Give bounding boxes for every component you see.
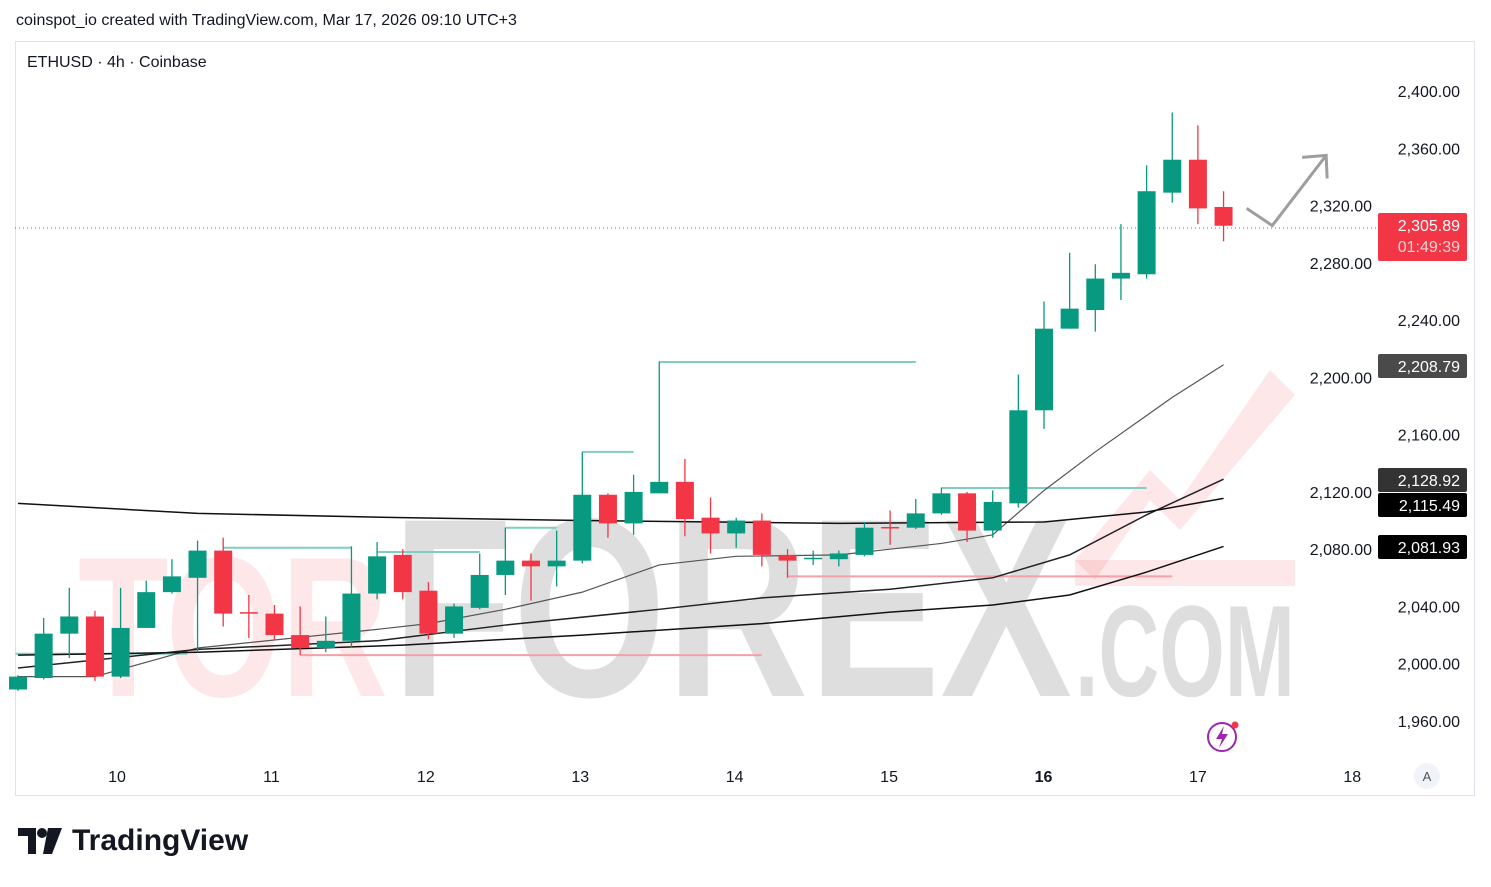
price-axis-label: 2,160.00 [1398,428,1460,445]
candle-bearish[interactable] [701,517,720,534]
candle-bullish[interactable] [316,640,335,648]
lightning-icon[interactable] [1202,720,1242,759]
last-price-badge: 01:49:39 [1398,239,1460,256]
time-axis-label: 18 [1343,769,1361,786]
candle-bearish[interactable] [393,554,412,593]
candle-bullish[interactable] [60,616,79,634]
ma-value-badge-bg [1378,354,1467,378]
candle-bearish[interactable] [778,554,797,561]
candle-bearish[interactable] [1214,206,1233,226]
auto-scale-button[interactable]: A [1414,763,1440,789]
time-axis-label: 12 [417,769,435,786]
candle-bullish[interactable] [650,481,669,494]
candle-bearish[interactable] [214,550,233,614]
time-axis-label: 15 [880,769,898,786]
chart-frame [15,41,1475,796]
candle-bullish[interactable] [188,550,207,578]
candle-bullish[interactable] [34,633,53,679]
candle-bullish[interactable] [111,627,130,677]
time-axis-label: 13 [571,769,589,786]
candle-bullish[interactable] [983,501,1002,531]
candle-bullish[interactable] [496,560,515,575]
arrow-head-icon [1302,153,1329,179]
candle-bearish[interactable] [522,560,540,567]
ma-value-badge: 2,208.79 [1398,359,1460,376]
svg-text:TOR: TOR [78,516,388,739]
last-price-badge-bg [1378,213,1467,261]
candle-bullish[interactable] [1137,191,1156,275]
candle-bullish[interactable] [9,676,27,690]
tradingview-logo[interactable]: TradingView [18,824,248,858]
price-axis-label: 2,120.00 [1310,485,1372,502]
candle-bullish[interactable] [932,493,951,514]
candle-bearish[interactable] [291,635,310,648]
price-axis-label: 2,200.00 [1310,370,1372,387]
ma-value-badge: 2,081.93 [1398,540,1460,557]
time-axis-label: 10 [108,769,126,786]
price-axis-label: 2,080.00 [1310,542,1372,559]
moving-average-line [18,364,1224,678]
candle-bullish[interactable] [829,553,848,560]
candle-bullish[interactable] [855,527,874,555]
projection-arrow[interactable] [1245,154,1328,228]
candle-bearish[interactable] [419,590,438,634]
candle-bearish[interactable] [265,613,284,636]
candle-bullish[interactable] [162,576,181,593]
ma-value-badge-bg [1378,493,1467,517]
time-axis-label: 11 [263,769,280,786]
ma-value-badge-bg [1378,468,1467,492]
candle-bearish[interactable] [598,494,617,524]
candle-bullish[interactable] [727,520,746,534]
candle-bullish[interactable] [137,592,156,628]
candle-bullish[interactable] [470,574,489,608]
price-axis-label: 1,960.00 [1398,714,1460,731]
chart-header: coinspot_io created with TradingView.com… [16,12,517,29]
candle-bullish[interactable] [624,491,643,524]
price-axis-label: 2,240.00 [1398,313,1460,330]
candle-bearish[interactable] [675,481,694,520]
svg-text:.COM: .COM [1075,578,1295,724]
candle-bearish[interactable] [881,526,900,529]
candle-bullish[interactable] [1060,308,1079,329]
candle-bearish[interactable] [752,520,771,555]
tradingview-wordmark: TradingView [72,824,249,857]
price-axis-label: 2,400.00 [1398,84,1460,101]
price-axis-label: 2,360.00 [1398,141,1460,158]
candle-bearish[interactable] [1188,159,1207,209]
price-axis-label: 2,000.00 [1398,657,1460,674]
candle-bullish[interactable] [1111,272,1130,279]
candle-bullish[interactable] [804,557,823,560]
candle-bullish[interactable] [573,494,592,561]
candle-bullish[interactable] [1009,410,1028,504]
candle-bullish[interactable] [445,606,464,634]
symbol-label[interactable]: ETHUSD · 4h · Coinbase [27,54,207,71]
price-axis-label: 2,280.00 [1310,256,1372,273]
candle-bearish[interactable] [958,493,977,531]
time-axis-label: 16 [1035,769,1053,786]
time-axis-label: 14 [726,769,744,786]
price-axis-label: 2,040.00 [1398,599,1460,616]
ma-value-badge-bg [1378,535,1467,559]
last-price-badge: 2,305.89 [1398,218,1460,235]
candle-bullish[interactable] [342,593,361,641]
candle-bullish[interactable] [1086,278,1105,311]
ma-value-badge: 2,115.49 [1399,498,1460,515]
candle-bullish[interactable] [1035,328,1053,411]
candle-bearish[interactable] [85,616,104,677]
price-axis-label: 2,320.00 [1310,199,1372,216]
time-axis-label: 17 [1189,769,1207,786]
candle-bearish[interactable] [239,612,258,614]
candle-bullish[interactable] [547,560,566,567]
candle-bullish[interactable] [368,556,387,594]
candle-bullish[interactable] [906,513,925,528]
ma-value-badge: 2,128.92 [1398,473,1460,490]
tradingview-logo-icon [18,828,62,854]
candle-bullish[interactable] [1163,159,1182,193]
watermark-logo: TOR FOREX .COM [78,370,1295,751]
